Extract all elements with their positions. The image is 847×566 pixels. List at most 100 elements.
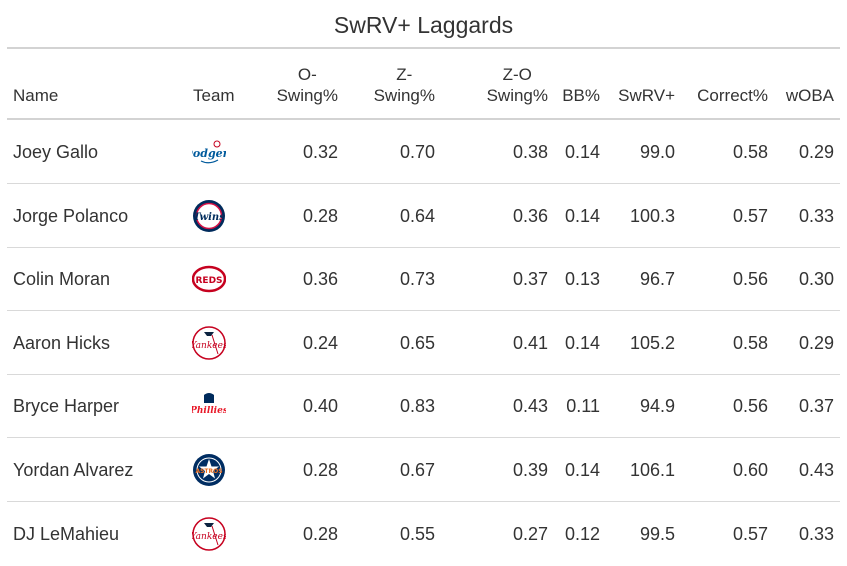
cell-zo-swing: 0.38: [512, 142, 548, 162]
cell-swrv: 100.3: [629, 205, 675, 226]
column-header-bb: BB%: [562, 64, 600, 106]
cell-bb: 0.14: [564, 205, 600, 226]
column-header-o-swing: O- Swing%: [277, 64, 338, 106]
column-header-line2: Correct%: [697, 86, 768, 105]
cell-o-swing: 0.28: [302, 205, 338, 226]
cell-name: Joey Gallo: [13, 142, 99, 162]
cell-o-swing: 0.24: [302, 332, 338, 353]
cell-woba: 0.29: [798, 142, 834, 162]
table-row: Yordan Alvarez ASTROS 0.28 0.67 0.39 0.14 106.…: [7, 439, 840, 502]
cell-correct: 0.58: [732, 332, 768, 353]
column-header-line1: Z-: [396, 65, 413, 84]
cell-zo-swing: 0.39: [512, 460, 548, 480]
cell-bb: 0.14: [564, 142, 600, 162]
column-header-swrv: SwRV+: [618, 64, 675, 106]
cell-z-swing: 0.65: [399, 332, 435, 353]
cell-bb: 0.12: [564, 523, 600, 544]
column-header-team: Team: [193, 64, 235, 106]
title-rule: [7, 47, 840, 49]
cell-woba: 0.33: [798, 205, 834, 226]
column-header-line1: O-: [297, 65, 317, 84]
cell-name: Yordan Alvarez: [13, 460, 134, 480]
column-header-line2: Team: [193, 86, 235, 105]
svg-text:Dodgers: Dodgers: [192, 147, 226, 160]
cell-z-swing: 0.67: [399, 460, 435, 480]
column-header-line2: SwRV+: [618, 86, 675, 105]
phillies-logo-icon: Phillies: [189, 389, 228, 423]
cell-name: Aaron Hicks: [13, 332, 111, 353]
cell-name: Colin Moran: [13, 269, 111, 290]
cell-correct: 0.60: [732, 460, 768, 480]
cell-zo-swing: 0.36: [512, 205, 548, 226]
cell-o-swing: 0.40: [302, 396, 338, 417]
cell-woba: 0.29: [798, 332, 834, 353]
cell-correct: 0.57: [732, 205, 768, 226]
cell-zo-swing: 0.37: [512, 269, 548, 290]
dodgers-logo-icon: Dodgers: [182, 135, 235, 169]
cell-woba: 0.30: [798, 269, 834, 290]
cell-swrv: 106.1: [629, 460, 675, 480]
column-header-name: Name: [13, 64, 58, 106]
cell-zo-swing: 0.43: [512, 396, 548, 417]
cell-swrv: 99.5: [639, 523, 675, 544]
column-header-zo-swing: Z-O Swing%: [487, 64, 548, 106]
twins-logo-icon: Twins: [192, 199, 226, 233]
column-header-line2: Swing%: [373, 86, 435, 105]
cell-z-swing: 0.64: [399, 205, 435, 226]
cell-bb: 0.13: [564, 269, 600, 290]
table-row: DJ LeMahieu Yankees 0.28 0.55 0.27 0.12 99.5 0.…: [7, 503, 840, 566]
cell-correct: 0.58: [732, 142, 768, 162]
astros-logo-icon: ASTROS: [192, 453, 226, 487]
cell-zo-swing: 0.27: [512, 523, 548, 544]
cell-swrv: 99.0: [639, 142, 675, 162]
column-header-line2: wOBA: [785, 86, 834, 105]
cell-o-swing: 0.32: [302, 142, 338, 162]
column-header-correct: Correct%: [697, 64, 768, 106]
svg-text:REDS: REDS: [195, 276, 222, 286]
column-header-line2: Name: [13, 86, 59, 105]
cell-correct: 0.57: [732, 523, 768, 544]
column-header-line1: Z-O: [502, 65, 532, 84]
table-row: Aaron Hicks Yankees 0.24 0.65 0.41 0.14 105.2 0…: [7, 312, 840, 375]
cell-woba: 0.37: [798, 396, 834, 417]
table-row: Colin Moran REDS 0.36 0.73 0.37 0.13 96.7 0.56 0…: [7, 248, 840, 312]
cell-z-swing: 0.73: [399, 269, 435, 290]
cell-woba: 0.33: [798, 523, 834, 544]
cell-zo-swing: 0.41: [512, 332, 548, 353]
column-header-woba: wOBA: [786, 64, 834, 106]
yankees-logo-icon: Yankees: [190, 516, 228, 551]
column-header-line2: Swing%: [486, 86, 548, 105]
svg-text:Twins: Twins: [193, 212, 225, 223]
cell-correct: 0.56: [732, 396, 768, 417]
table-row: Joey Gallo Dodgers 0.32 0.70 0.38 0.14 99.0 0.5…: [7, 121, 840, 184]
table-row: Jorge Polanco Twins 0.28 0.64 0.36 0.14 100.3 0…: [7, 185, 840, 248]
yankees-logo-icon: Yankees: [190, 326, 228, 360]
svg-text:Phillies: Phillies: [192, 406, 226, 416]
cell-z-swing: 0.70: [399, 142, 435, 162]
svg-text:ASTROS: ASTROS: [195, 468, 222, 475]
cell-bb: 0.14: [564, 332, 600, 353]
column-header-line2: Swing%: [276, 86, 338, 105]
cell-bb: 0.14: [564, 460, 600, 480]
cell-swrv: 94.9: [639, 396, 675, 417]
cell-bb: 0.11: [566, 396, 600, 417]
reds-logo-icon: REDS: [191, 262, 227, 296]
cell-z-swing: 0.83: [399, 396, 435, 417]
cell-name: Jorge Polanco: [13, 205, 129, 226]
svg-text:Yankees: Yankees: [192, 341, 226, 351]
cell-woba: 0.43: [798, 460, 834, 480]
column-header-line2: BB%: [562, 86, 600, 105]
svg-text:Yankees: Yankees: [192, 532, 226, 542]
cell-o-swing: 0.28: [302, 523, 338, 544]
cell-name: DJ LeMahieu: [13, 523, 120, 544]
cell-correct: 0.56: [732, 269, 768, 290]
cell-o-swing: 0.28: [302, 460, 338, 480]
cell-name: Bryce Harper: [13, 396, 120, 417]
table-title: SwRV+ Laggards: [333, 12, 514, 38]
table-row: Bryce Harper Phillies 0.40 0.83 0.43 0.11 94.9…: [7, 375, 840, 439]
column-header-z-swing: Z- Swing%: [374, 64, 435, 106]
cell-swrv: 105.2: [629, 332, 675, 353]
cell-o-swing: 0.36: [302, 269, 338, 290]
cell-swrv: 96.7: [639, 269, 675, 290]
cell-z-swing: 0.55: [399, 523, 435, 544]
